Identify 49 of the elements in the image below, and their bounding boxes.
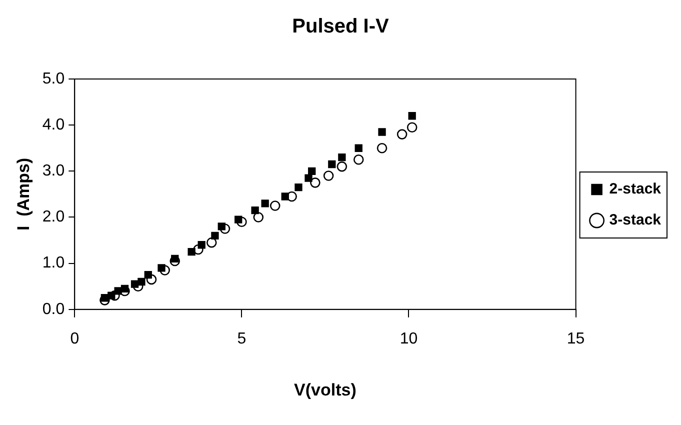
point: [138, 278, 146, 286]
point: [353, 154, 364, 165]
point: [396, 129, 408, 140]
chart-title: Pulsed I-V: [292, 16, 390, 38]
point: [270, 200, 280, 211]
point: [251, 206, 259, 214]
point: [144, 271, 152, 279]
x-axis-title: V(volts): [294, 380, 356, 400]
x-tick-label: 10: [400, 330, 418, 348]
point: [206, 237, 217, 248]
y-tick-label: 0.0: [42, 300, 65, 318]
point: [120, 284, 129, 292]
x-tick-label: 5: [237, 330, 246, 348]
point: [310, 178, 320, 188]
point: [376, 142, 388, 154]
point: [188, 248, 196, 256]
y-axis-title: I (Amps): [14, 158, 33, 231]
y-tick-label: 2.0: [42, 208, 65, 226]
point: [338, 154, 346, 162]
point: [130, 280, 139, 288]
point: [308, 167, 316, 175]
point: [281, 192, 289, 200]
x-tick-label: 15: [566, 330, 585, 348]
point: [211, 232, 219, 240]
legend-label: 2-stack: [609, 180, 662, 198]
point: [336, 161, 348, 172]
point: [108, 292, 116, 300]
point: [408, 112, 416, 120]
point: [114, 287, 122, 295]
point: [171, 254, 179, 263]
point: [378, 128, 386, 136]
y-tick-label: 5.0: [42, 70, 65, 88]
point: [323, 170, 334, 181]
point: [354, 144, 362, 152]
point: [406, 122, 418, 133]
x-tick-label: 0: [70, 330, 80, 348]
point: [218, 222, 226, 230]
legend-label: 3-stack: [609, 212, 662, 229]
point: [294, 183, 302, 192]
point: [158, 264, 166, 272]
point: [304, 174, 312, 182]
point: [328, 160, 336, 168]
y-tick-label: 1.0: [42, 254, 65, 272]
point: [198, 241, 206, 249]
point: [261, 200, 269, 208]
y-tick-label: 3.0: [42, 162, 65, 180]
point: [234, 216, 242, 224]
y-tick-label: 4.0: [42, 116, 65, 134]
point: [253, 212, 264, 222]
